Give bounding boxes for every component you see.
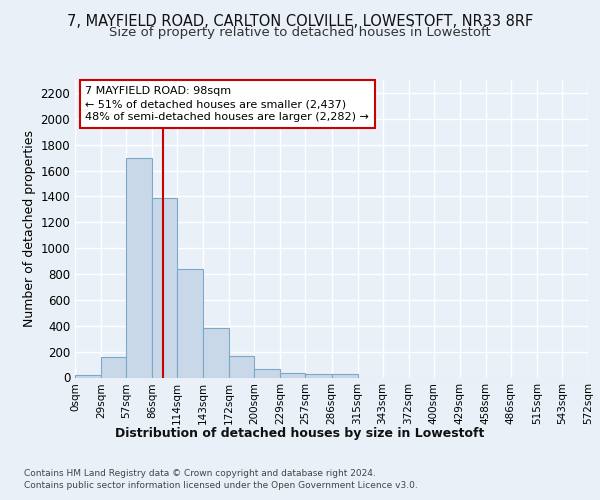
- Bar: [101, 358, 126, 378]
- Bar: [229, 356, 254, 378]
- Bar: [305, 374, 332, 378]
- Bar: [152, 198, 177, 378]
- Bar: [75, 375, 101, 378]
- Bar: [203, 328, 229, 378]
- Bar: [177, 270, 203, 378]
- Text: Contains public sector information licensed under the Open Government Licence v3: Contains public sector information licen…: [24, 481, 418, 490]
- Y-axis label: Number of detached properties: Number of detached properties: [23, 130, 36, 327]
- Bar: [126, 158, 152, 378]
- Bar: [254, 369, 280, 378]
- Text: 7 MAYFIELD ROAD: 98sqm
← 51% of detached houses are smaller (2,437)
48% of semi-: 7 MAYFIELD ROAD: 98sqm ← 51% of detached…: [85, 86, 369, 122]
- Bar: [280, 372, 305, 378]
- Text: Contains HM Land Registry data © Crown copyright and database right 2024.: Contains HM Land Registry data © Crown c…: [24, 469, 376, 478]
- Text: 7, MAYFIELD ROAD, CARLTON COLVILLE, LOWESTOFT, NR33 8RF: 7, MAYFIELD ROAD, CARLTON COLVILLE, LOWE…: [67, 14, 533, 29]
- Text: Size of property relative to detached houses in Lowestoft: Size of property relative to detached ho…: [109, 26, 491, 39]
- Text: Distribution of detached houses by size in Lowestoft: Distribution of detached houses by size …: [115, 428, 485, 440]
- Bar: [331, 374, 358, 378]
